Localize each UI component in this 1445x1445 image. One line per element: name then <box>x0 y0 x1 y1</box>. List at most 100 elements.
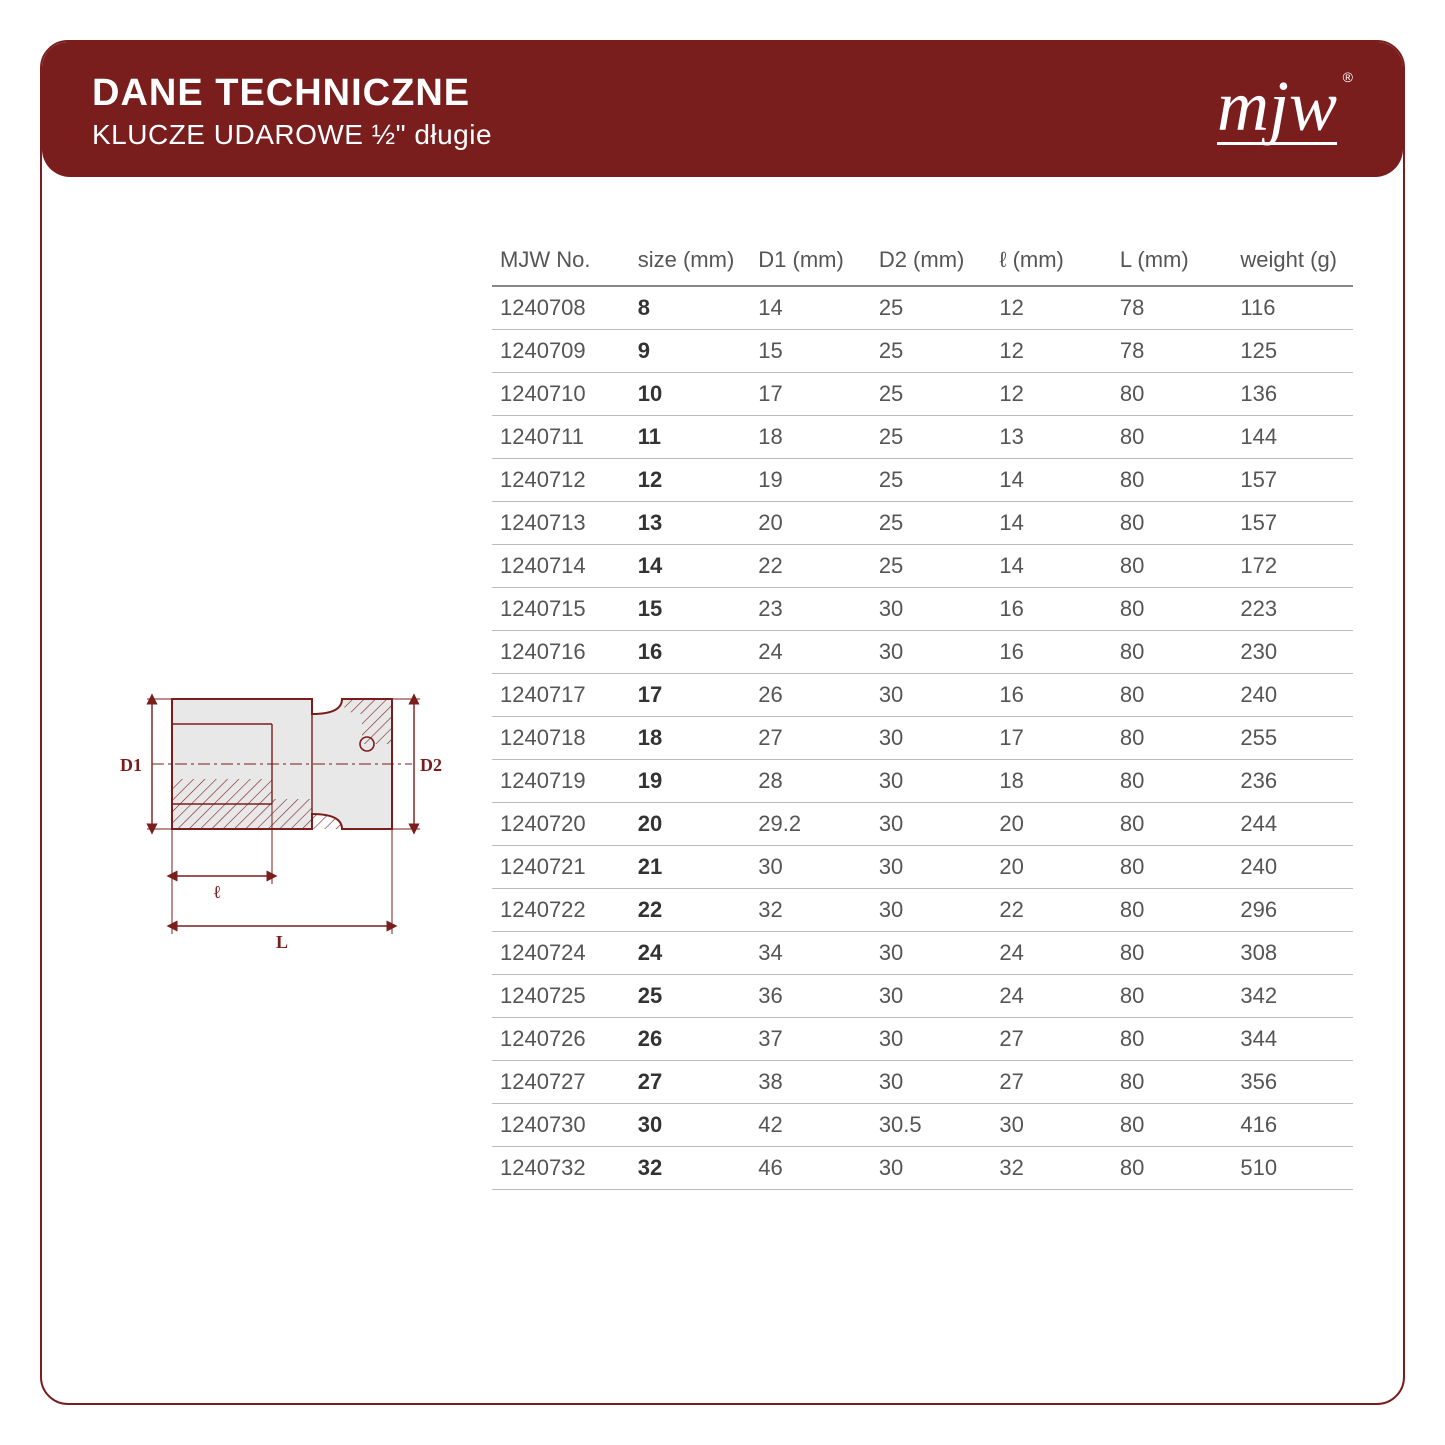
table-cell: 26 <box>750 674 871 717</box>
table-cell: 244 <box>1232 803 1353 846</box>
table-cell: 416 <box>1232 1104 1353 1147</box>
table-cell: 80 <box>1112 760 1233 803</box>
table-cell: 78 <box>1112 330 1233 373</box>
table-cell: 80 <box>1112 846 1233 889</box>
table-cell: 240 <box>1232 846 1353 889</box>
table-cell: 27 <box>750 717 871 760</box>
table-cell: 80 <box>1112 1061 1233 1104</box>
table-header-row: MJW No.size (mm)D1 (mm)D2 (mm)ℓ (mm)L (m… <box>492 237 1353 286</box>
content: D1 D2 ℓ L <box>42 177 1403 1230</box>
brand-logo: mjw® <box>1217 78 1353 145</box>
table-cell: 46 <box>750 1147 871 1190</box>
table-cell: 308 <box>1232 932 1353 975</box>
diagram-svg: D1 D2 ℓ L <box>102 644 442 964</box>
table-cell: 16 <box>991 588 1112 631</box>
table-cell: 255 <box>1232 717 1353 760</box>
table-cell: 1240730 <box>492 1104 630 1147</box>
table-cell: 23 <box>750 588 871 631</box>
table-row: 12407252536302480342 <box>492 975 1353 1018</box>
table-cell: 42 <box>750 1104 871 1147</box>
table-row: 12407212130302080240 <box>492 846 1353 889</box>
table-header-cell: L (mm) <box>1112 237 1233 286</box>
table-cell: 80 <box>1112 459 1233 502</box>
table-cell: 80 <box>1112 588 1233 631</box>
table-cell: 8 <box>630 286 751 330</box>
table-cell: 78 <box>1112 286 1233 330</box>
table-cell: 30 <box>871 932 992 975</box>
table-cell: 80 <box>1112 373 1233 416</box>
table-cell: 30 <box>871 631 992 674</box>
table-cell: 1240721 <box>492 846 630 889</box>
table-cell: 13 <box>630 502 751 545</box>
table-cell: 24 <box>630 932 751 975</box>
table-cell: 1240708 <box>492 286 630 330</box>
logo-mark: ® <box>1343 72 1353 83</box>
table-cell: 25 <box>871 330 992 373</box>
table-row: 12407242434302480308 <box>492 932 1353 975</box>
table-cell: 12 <box>630 459 751 502</box>
table-cell: 38 <box>750 1061 871 1104</box>
table-cell: 18 <box>991 760 1112 803</box>
table-row: 12407121219251480157 <box>492 459 1353 502</box>
table-cell: 80 <box>1112 502 1233 545</box>
table-cell: 1240722 <box>492 889 630 932</box>
table-cell: 20 <box>630 803 751 846</box>
table-row: 12407222232302280296 <box>492 889 1353 932</box>
table-row: 12407111118251380144 <box>492 416 1353 459</box>
table-cell: 17 <box>750 373 871 416</box>
table-cell: 30 <box>991 1104 1112 1147</box>
table-row: 12407171726301680240 <box>492 674 1353 717</box>
table-header-cell: MJW No. <box>492 237 630 286</box>
table-cell: 28 <box>750 760 871 803</box>
table-cell: 30.5 <box>871 1104 992 1147</box>
table-cell: 37 <box>750 1018 871 1061</box>
table-cell: 30 <box>871 1018 992 1061</box>
table-cell: 80 <box>1112 631 1233 674</box>
table-cell: 30 <box>871 674 992 717</box>
table-cell: 14 <box>630 545 751 588</box>
table-cell: 30 <box>871 803 992 846</box>
table-head: MJW No.size (mm)D1 (mm)D2 (mm)ℓ (mm)L (m… <box>492 237 1353 286</box>
table-cell: 157 <box>1232 502 1353 545</box>
table-cell: 26 <box>630 1018 751 1061</box>
table-cell: 21 <box>630 846 751 889</box>
table-row: 12407181827301780255 <box>492 717 1353 760</box>
header: DANE TECHNICZNE KLUCZE UDAROWE ½" długie… <box>42 42 1403 177</box>
table-cell: 1240713 <box>492 502 630 545</box>
table-cell: 30 <box>630 1104 751 1147</box>
table-cell: 80 <box>1112 416 1233 459</box>
table-cell: 22 <box>991 889 1112 932</box>
table-cell: 30 <box>871 717 992 760</box>
table-cell: 20 <box>750 502 871 545</box>
diagram-label-d2: D2 <box>420 755 442 775</box>
table-row: 12407202029.2302080244 <box>492 803 1353 846</box>
table-cell: 80 <box>1112 674 1233 717</box>
table-row: 1240730304230.53080416 <box>492 1104 1353 1147</box>
table-cell: 80 <box>1112 717 1233 760</box>
table-cell: 29.2 <box>750 803 871 846</box>
table-cell: 20 <box>991 846 1112 889</box>
table-cell: 12 <box>991 330 1112 373</box>
table-cell: 296 <box>1232 889 1353 932</box>
table-cell: 240 <box>1232 674 1353 717</box>
table-row: 12407131320251480157 <box>492 502 1353 545</box>
table-cell: 19 <box>750 459 871 502</box>
table-cell: 230 <box>1232 631 1353 674</box>
page-subtitle: KLUCZE UDAROWE ½" długie <box>92 119 492 151</box>
table-row: 1240709915251278125 <box>492 330 1353 373</box>
table-cell: 510 <box>1232 1147 1353 1190</box>
table-cell: 125 <box>1232 330 1353 373</box>
table-cell: 1240714 <box>492 545 630 588</box>
table-header-cell: D1 (mm) <box>750 237 871 286</box>
table-cell: 18 <box>750 416 871 459</box>
table-cell: 14 <box>991 502 1112 545</box>
table-cell: 1240710 <box>492 373 630 416</box>
table-cell: 30 <box>750 846 871 889</box>
technical-diagram: D1 D2 ℓ L <box>102 644 442 964</box>
table-cell: 30 <box>871 1147 992 1190</box>
table-cell: 9 <box>630 330 751 373</box>
table-cell: 80 <box>1112 1147 1233 1190</box>
diagram-label-d1: D1 <box>120 755 142 775</box>
table-cell: 223 <box>1232 588 1353 631</box>
table-cell: 11 <box>630 416 751 459</box>
